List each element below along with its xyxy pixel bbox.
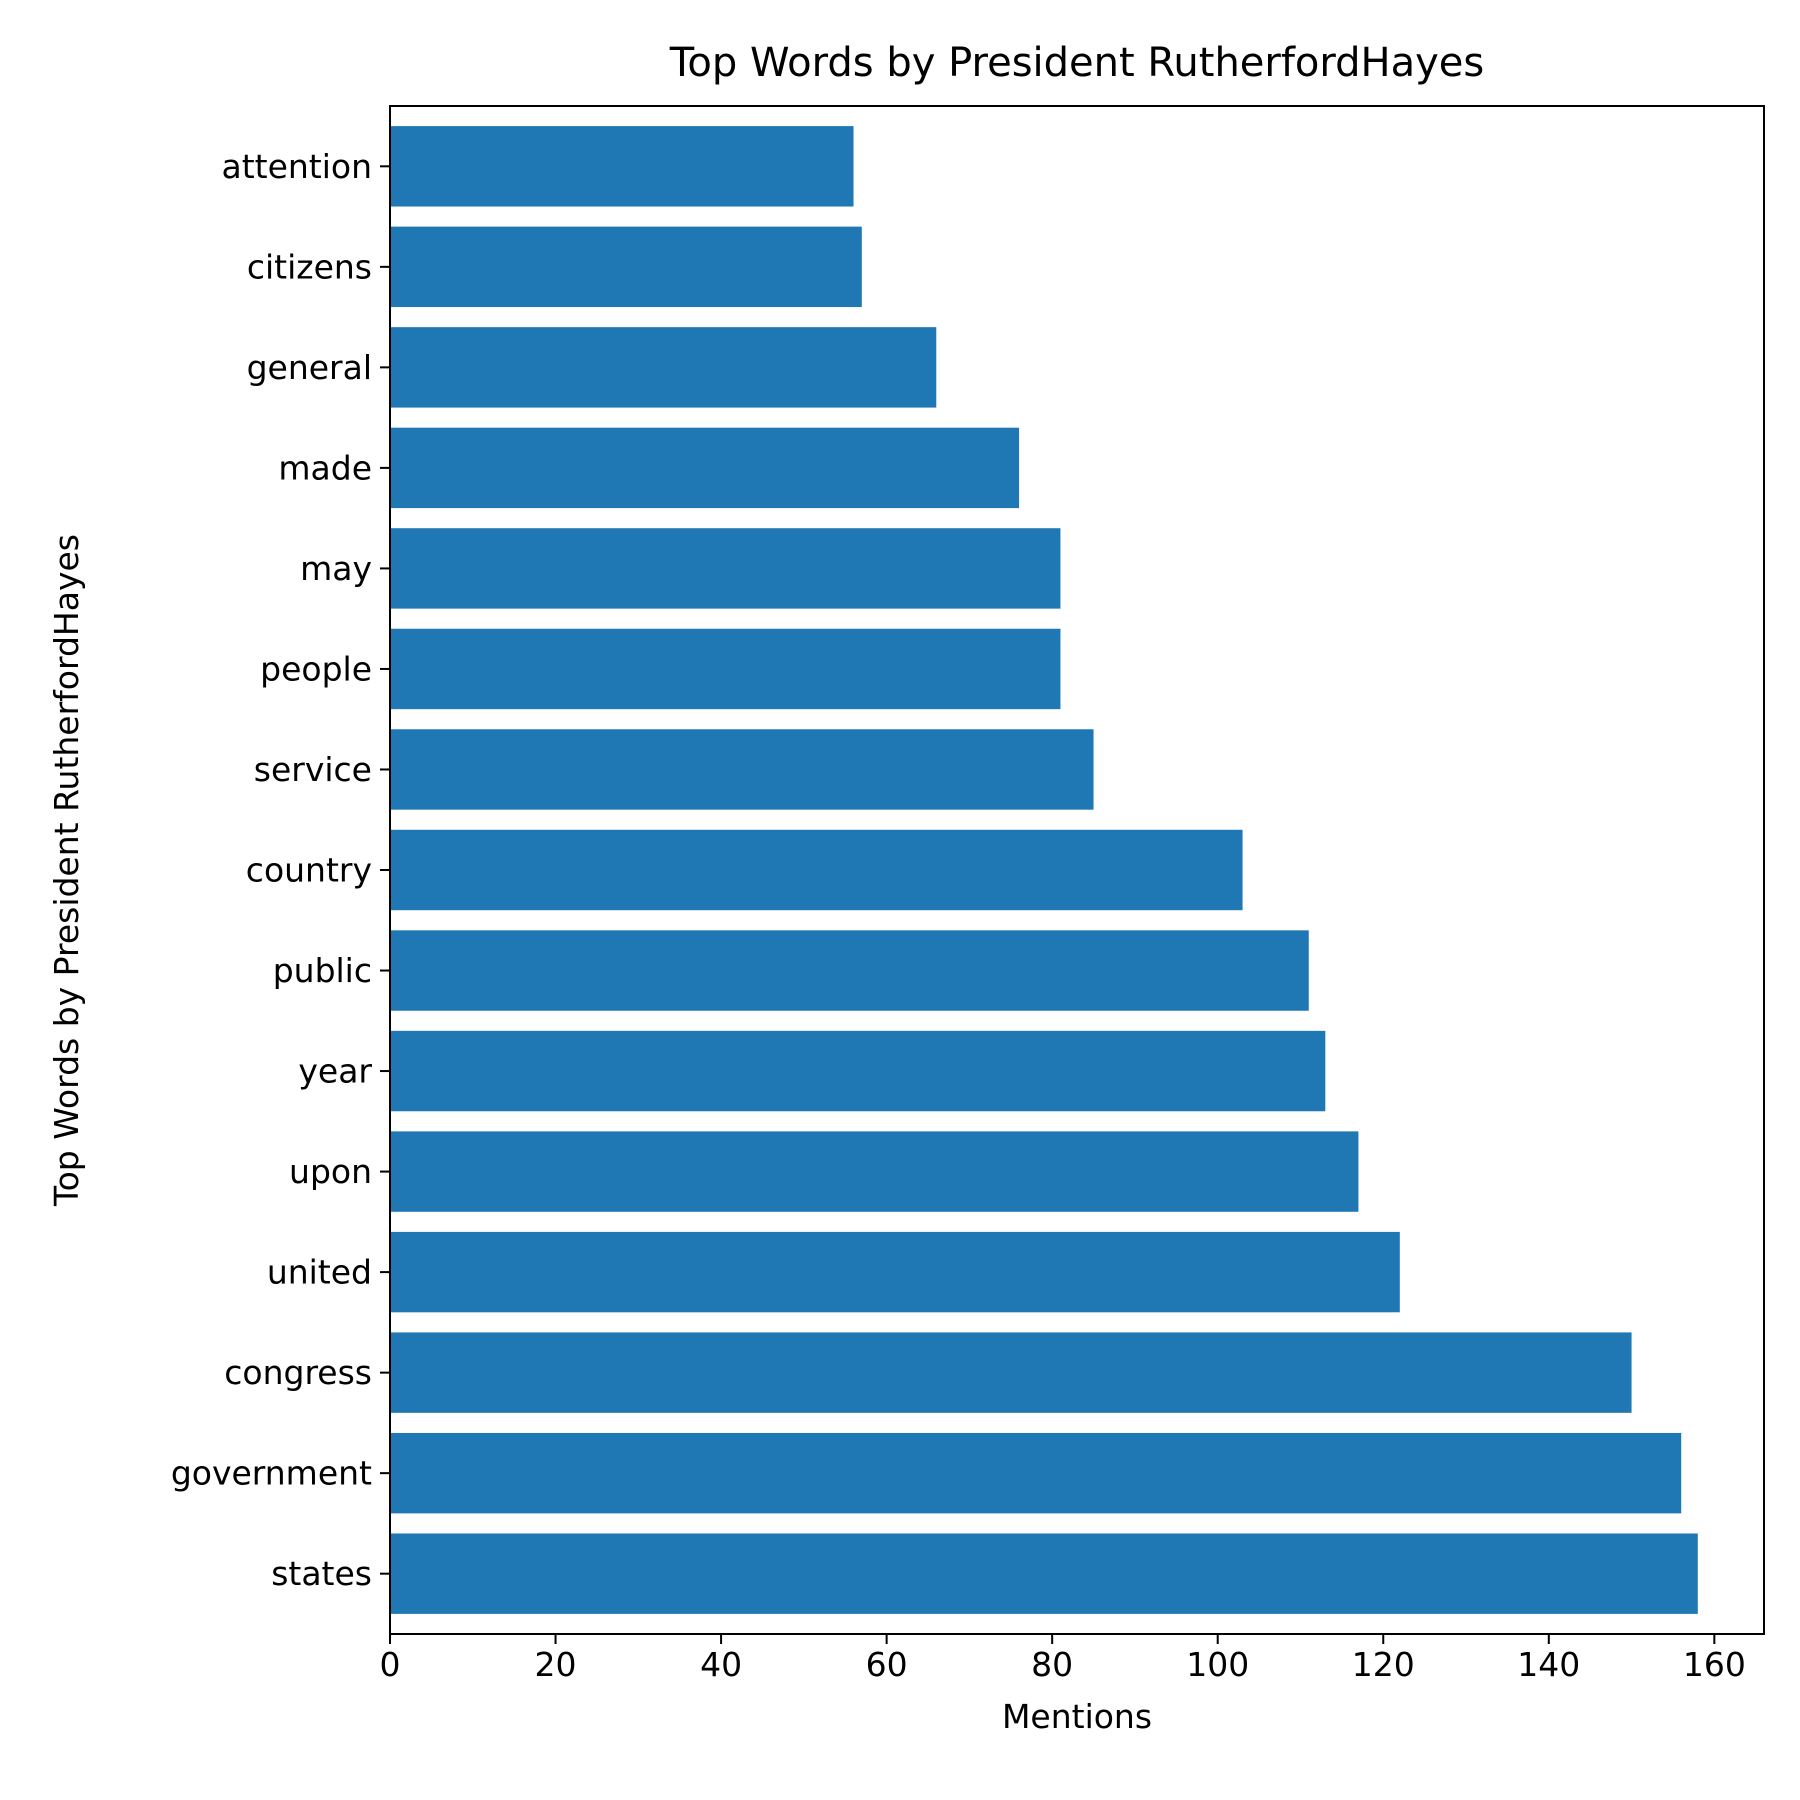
- bar-year: [390, 1030, 1326, 1112]
- x-tick-label-120: 120: [1352, 1645, 1415, 1684]
- x-tick-label-0: 0: [380, 1645, 401, 1684]
- x-tick-label-40: 40: [700, 1645, 742, 1684]
- bar-government: [390, 1432, 1682, 1514]
- bar-attention: [390, 126, 854, 207]
- plot-frame: [389, 105, 1765, 1635]
- y-tick-label-states: states: [271, 1554, 372, 1593]
- bar-congress: [390, 1332, 1632, 1413]
- y-tick-label-general: general: [247, 348, 372, 387]
- y-tick-label-may: may: [300, 549, 372, 588]
- bar-upon: [390, 1131, 1359, 1212]
- y-tick-label-country: country: [246, 851, 372, 890]
- y-tick-label-united: united: [267, 1253, 372, 1292]
- y-tick-label-government: government: [171, 1454, 372, 1493]
- bar-made: [390, 427, 1020, 509]
- bar-public: [390, 930, 1309, 1011]
- chart-title: Top Words by President RutherfordHayes: [669, 40, 1485, 86]
- x-tick-label-60: 60: [866, 1645, 908, 1684]
- y-tick-label-people: people: [260, 649, 372, 688]
- x-tick-label-100: 100: [1186, 1645, 1249, 1684]
- y-tick-label-attention: attention: [221, 147, 372, 186]
- y-tick-label-made: made: [278, 448, 372, 487]
- y-tick-label-congress: congress: [224, 1353, 372, 1392]
- bar-may: [390, 528, 1061, 609]
- x-tick-label-80: 80: [1031, 1645, 1073, 1684]
- bar-united: [390, 1231, 1400, 1313]
- bar-people: [390, 628, 1061, 710]
- y-axis-ticks: states government congress united upon year pu…: [171, 147, 390, 1593]
- x-axis-ticks: 0 20 40 60 80 100 120 140 160: [380, 1634, 1746, 1684]
- y-tick-label-citizens: citizens: [247, 247, 372, 286]
- bar-states: [390, 1533, 1698, 1614]
- bars-group: [390, 126, 1698, 1614]
- x-tick-label-20: 20: [535, 1645, 577, 1684]
- y-tick-label-public: public: [273, 951, 372, 990]
- y-tick-label-upon: upon: [289, 1152, 372, 1191]
- y-axis-title: Top Words by President RutherfordHayes: [47, 534, 86, 1207]
- x-tick-label-160: 160: [1683, 1645, 1746, 1684]
- x-tick-label-140: 140: [1517, 1645, 1580, 1684]
- bar-service: [390, 729, 1094, 810]
- bar-general: [390, 327, 937, 408]
- bar-citizens: [390, 226, 862, 308]
- x-axis-title: Mentions: [1002, 1697, 1152, 1736]
- y-tick-label-year: year: [298, 1052, 372, 1091]
- bar-country: [390, 829, 1243, 911]
- y-tick-label-service: service: [254, 750, 372, 789]
